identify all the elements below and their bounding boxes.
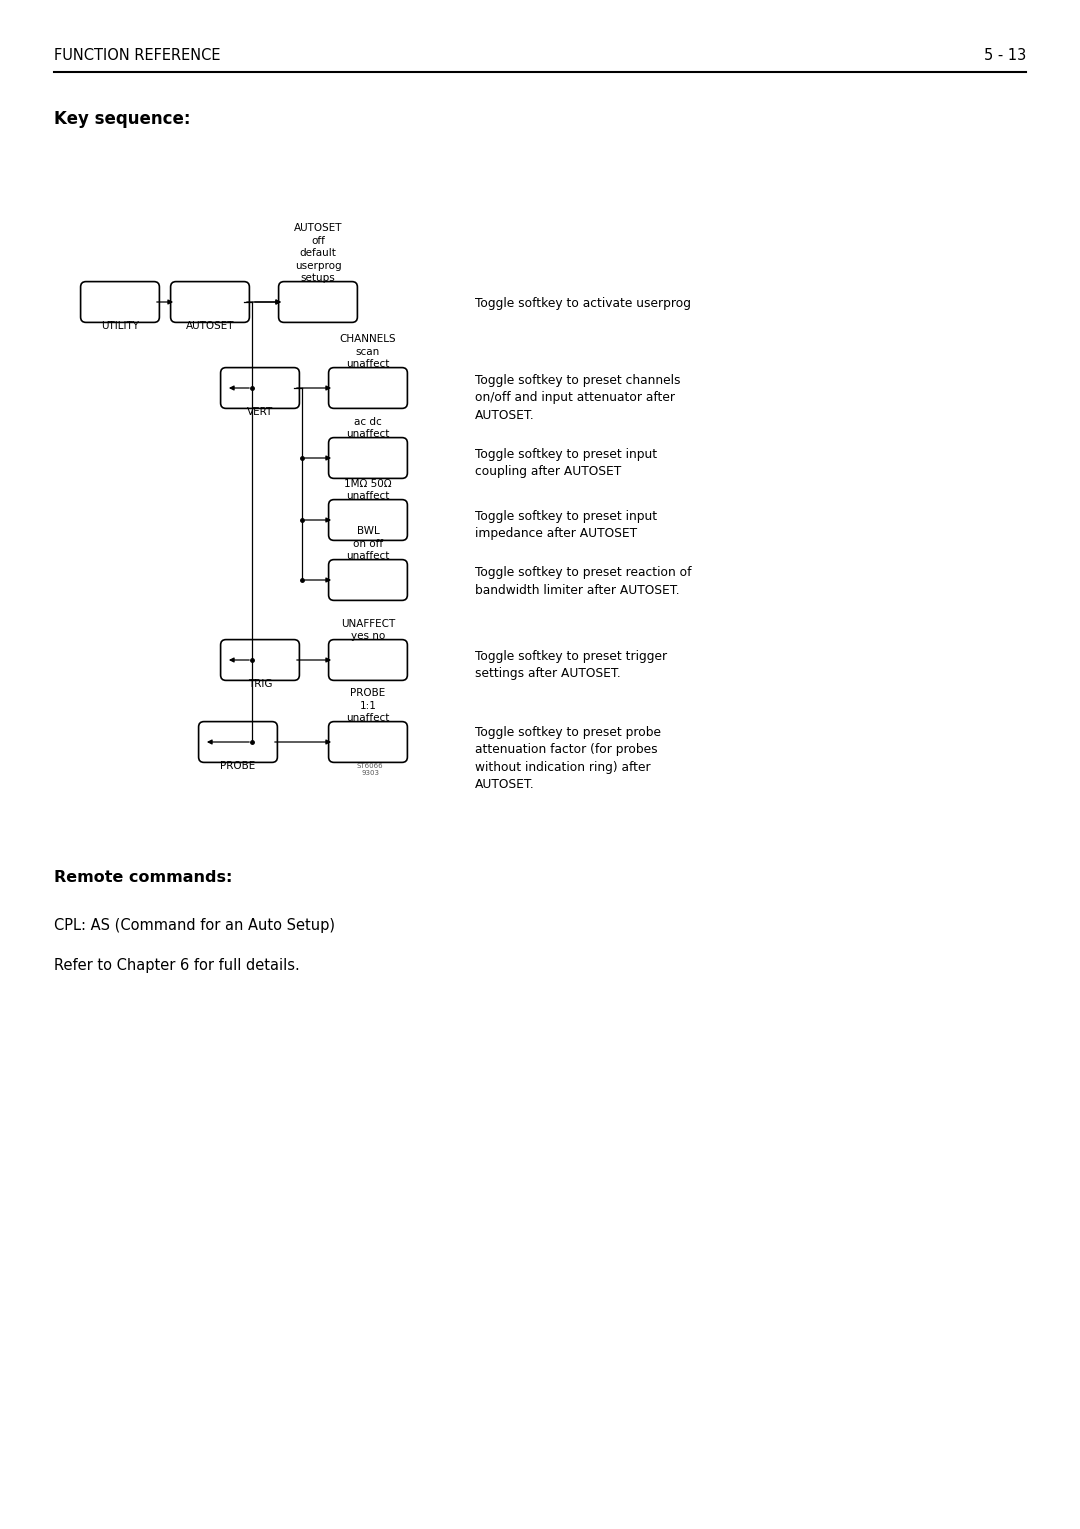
Text: AUTOSET
off
default
userprog
setups: AUTOSET off default userprog setups [294, 223, 342, 283]
Text: Toggle softkey to preset input
coupling after AUTOSET: Toggle softkey to preset input coupling … [475, 448, 657, 479]
Text: CHANNELS
scan
unaffect: CHANNELS scan unaffect [340, 335, 396, 368]
Text: Key sequence:: Key sequence: [54, 110, 190, 128]
FancyBboxPatch shape [279, 281, 357, 323]
Text: BWL
on off
unaffect: BWL on off unaffect [347, 526, 390, 561]
Text: ST6066
9303: ST6066 9303 [356, 763, 383, 777]
Text: Remote commands:: Remote commands: [54, 870, 232, 885]
Text: TRIG: TRIG [247, 679, 272, 690]
Text: Toggle softkey to preset trigger
settings after AUTOSET.: Toggle softkey to preset trigger setting… [475, 650, 667, 680]
FancyBboxPatch shape [328, 722, 407, 763]
Text: Toggle softkey to preset probe
attenuation factor (for probes
without indication: Toggle softkey to preset probe attenuati… [475, 726, 661, 792]
FancyBboxPatch shape [328, 560, 407, 601]
FancyBboxPatch shape [220, 639, 299, 680]
Text: Toggle softkey to preset channels
on/off and input attenuator after
AUTOSET.: Toggle softkey to preset channels on/off… [475, 375, 680, 422]
Text: FUNCTION REFERENCE: FUNCTION REFERENCE [54, 47, 220, 63]
FancyBboxPatch shape [81, 281, 160, 323]
Text: UNAFFECT
yes no: UNAFFECT yes no [341, 619, 395, 641]
Text: 1MΩ 50Ω
unaffect: 1MΩ 50Ω unaffect [345, 479, 392, 502]
Text: PROBE: PROBE [220, 761, 256, 771]
Text: ac dc
unaffect: ac dc unaffect [347, 416, 390, 439]
Text: Refer to Chapter 6 for full details.: Refer to Chapter 6 for full details. [54, 959, 300, 972]
Text: AUTOSET: AUTOSET [186, 321, 234, 330]
FancyBboxPatch shape [328, 500, 407, 540]
FancyBboxPatch shape [220, 367, 299, 408]
Text: Toggle softkey to activate userprog: Toggle softkey to activate userprog [475, 297, 691, 310]
Text: 5 - 13: 5 - 13 [984, 47, 1026, 63]
FancyBboxPatch shape [171, 281, 249, 323]
FancyBboxPatch shape [328, 639, 407, 680]
FancyBboxPatch shape [328, 437, 407, 479]
Text: Toggle softkey to preset input
impedance after AUTOSET: Toggle softkey to preset input impedance… [475, 511, 657, 540]
Text: PROBE
1:1
unaffect: PROBE 1:1 unaffect [347, 688, 390, 723]
Text: Toggle softkey to preset reaction of
bandwidth limiter after AUTOSET.: Toggle softkey to preset reaction of ban… [475, 566, 691, 596]
FancyBboxPatch shape [199, 722, 278, 763]
Text: CPL: AS (Command for an Auto Setup): CPL: AS (Command for an Auto Setup) [54, 917, 335, 933]
FancyBboxPatch shape [328, 367, 407, 408]
Text: UTILITY: UTILITY [102, 321, 139, 330]
Text: VERT: VERT [247, 407, 273, 417]
